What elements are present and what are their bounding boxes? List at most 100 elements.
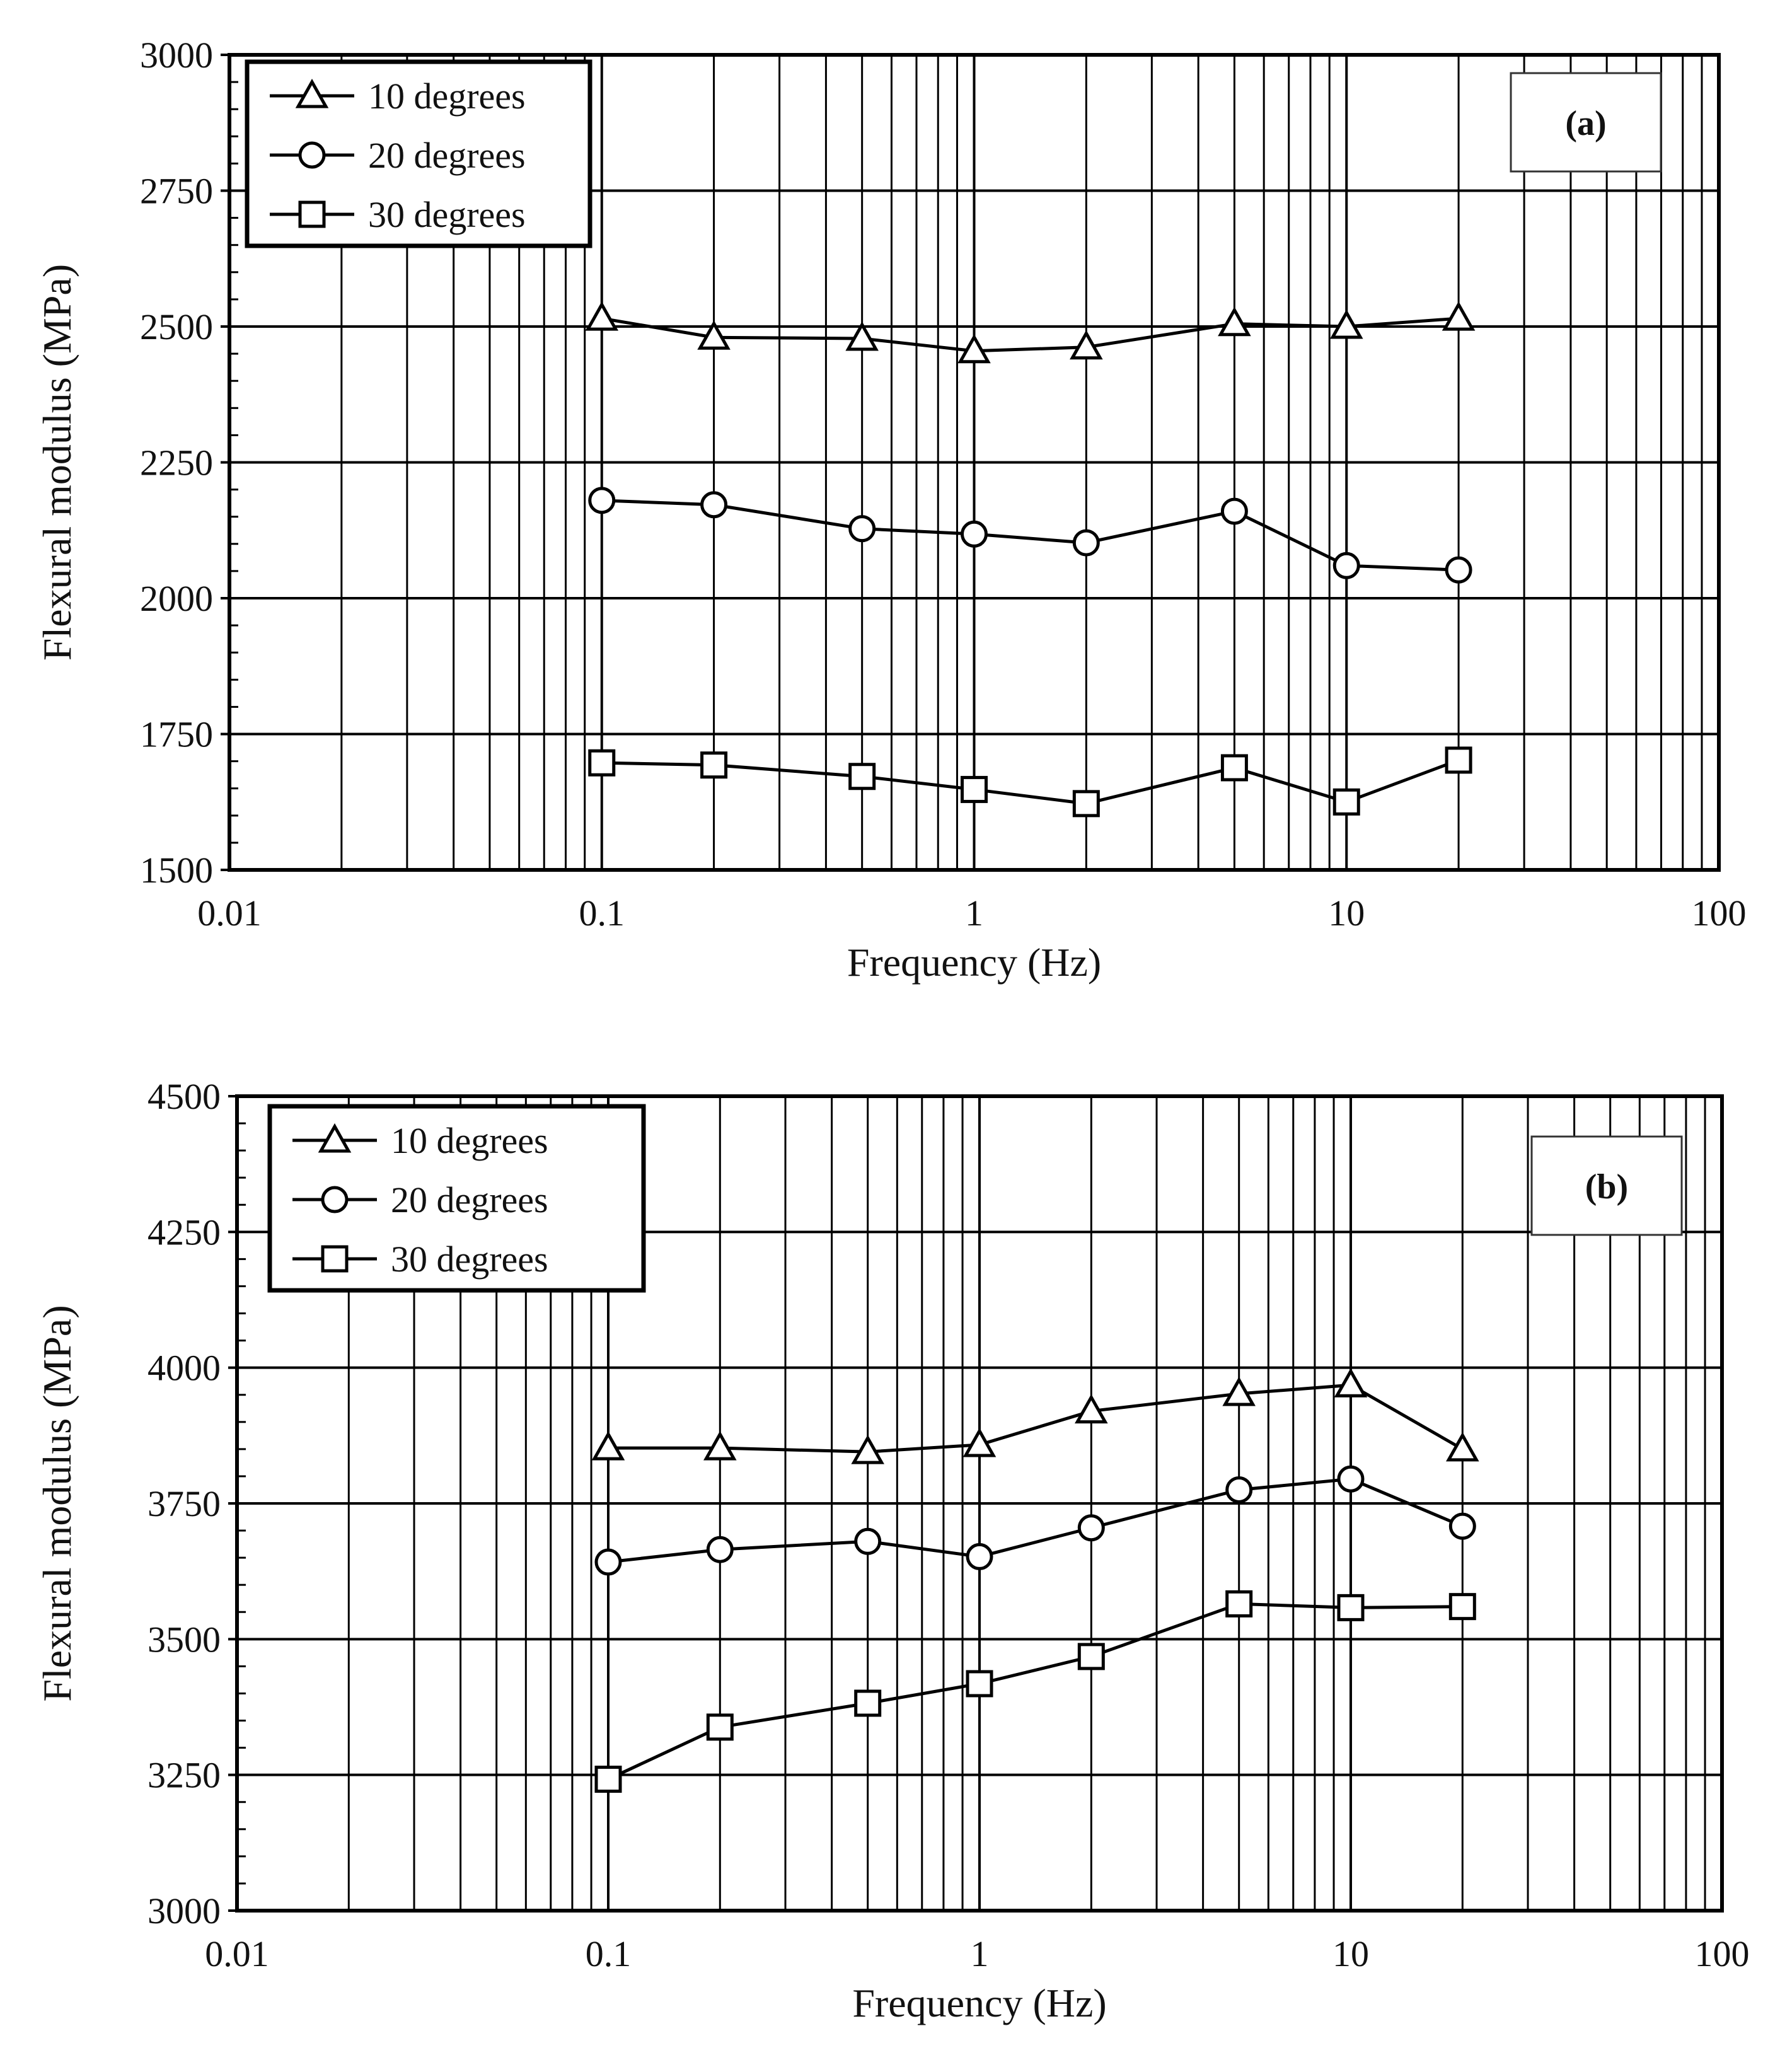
y-axis-title: Flexural modulus (MPa) xyxy=(35,1305,79,1701)
panel-label-box xyxy=(1530,1135,1683,1236)
series-line xyxy=(608,1477,1464,1564)
legend-label: 20 degrees xyxy=(368,135,526,176)
legend-marker-circle xyxy=(321,1186,349,1213)
data-point-square xyxy=(961,775,988,803)
legend-label: 20 degrees xyxy=(391,1179,548,1220)
legend-marker-triangle xyxy=(295,78,329,108)
data-point-triangle xyxy=(703,1431,737,1461)
legend: 10 degrees 20 degrees 30 degrees xyxy=(267,1104,646,1293)
legend-label: 10 degrees xyxy=(368,76,526,117)
data-point-square xyxy=(706,1713,734,1741)
y-tick-label: 4000 xyxy=(147,1348,221,1389)
y-tick-label: 2750 xyxy=(140,171,213,212)
data-point-circle xyxy=(961,520,988,548)
legend-label: 30 degrees xyxy=(391,1239,548,1280)
y-tick-label: 3250 xyxy=(147,1755,221,1796)
y-tick-label: 2000 xyxy=(140,578,213,619)
data-point-square xyxy=(966,1670,993,1698)
x-tick-label: 10 xyxy=(1332,1933,1369,1974)
data-point-circle xyxy=(848,515,876,543)
legend-label: 10 degrees xyxy=(391,1120,548,1161)
x-axis-title: Frequency (Hz) xyxy=(852,1981,1106,2025)
series-square xyxy=(594,1590,1476,1793)
data-point-square xyxy=(1077,1643,1105,1670)
y-tick-label: 3750 xyxy=(147,1483,221,1524)
data-point-circle xyxy=(1337,1465,1365,1493)
data-point-triangle xyxy=(1329,309,1363,339)
data-point-circle xyxy=(854,1527,882,1555)
y-tick-label: 4250 xyxy=(147,1212,221,1253)
data-point-triangle xyxy=(1222,1376,1256,1406)
legend-marker-triangle xyxy=(318,1123,352,1153)
series-triangle xyxy=(585,301,1476,364)
data-point-circle xyxy=(1445,556,1472,584)
legend-label: 30 degrees xyxy=(368,194,526,235)
x-tick-label: 0.01 xyxy=(197,893,262,934)
data-point-triangle xyxy=(1070,330,1103,360)
data-point-square xyxy=(1448,1593,1476,1621)
data-point-circle xyxy=(594,1548,622,1576)
series-line xyxy=(601,316,1459,353)
panel-label: (b) xyxy=(1585,1167,1628,1207)
legend: 10 degrees 20 degrees 30 degrees xyxy=(245,59,592,248)
x-tick-label: 0.1 xyxy=(586,1933,632,1974)
data-point-triangle xyxy=(1442,301,1476,331)
data-point-triangle xyxy=(1218,306,1251,337)
x-tick-label: 1 xyxy=(971,1933,989,1974)
data-point-circle xyxy=(966,1542,993,1570)
x-axis-title: Frequency (Hz) xyxy=(847,940,1101,985)
data-point-circle xyxy=(1225,1476,1253,1503)
data-point-square xyxy=(848,763,876,790)
legend-marker-circle xyxy=(298,141,326,169)
panel-label: (a) xyxy=(1565,104,1606,143)
data-point-square xyxy=(588,749,616,777)
series-line xyxy=(601,499,1459,572)
series-line xyxy=(608,1383,1464,1454)
data-point-triangle xyxy=(1446,1432,1479,1462)
data-point-triangle xyxy=(1334,1368,1368,1398)
data-point-square xyxy=(594,1766,622,1793)
data-point-triangle xyxy=(1075,1394,1108,1424)
series-line xyxy=(607,1602,1463,1781)
series-square xyxy=(588,746,1472,818)
data-point-square xyxy=(1445,746,1472,774)
panel-label-box xyxy=(1510,72,1662,173)
x-tick-label: 0.1 xyxy=(579,893,625,934)
data-point-square xyxy=(854,1689,882,1717)
data-point-circle xyxy=(1332,552,1360,579)
y-tick-label: 1750 xyxy=(140,714,213,755)
data-point-square xyxy=(1337,1594,1365,1621)
data-point-triangle xyxy=(845,321,879,351)
x-tick-label: 10 xyxy=(1328,893,1365,934)
y-tick-label: 4500 xyxy=(147,1076,221,1117)
y-grid xyxy=(237,1230,1722,1776)
y-tick-label: 1500 xyxy=(140,850,213,891)
data-point-circle xyxy=(1220,497,1248,525)
data-point-circle xyxy=(700,491,728,519)
data-point-circle xyxy=(588,487,616,514)
series-circle xyxy=(588,487,1472,584)
data-point-triangle xyxy=(591,1431,625,1461)
x-tick-label: 0.01 xyxy=(205,1933,269,1974)
chart-panel-a: 1500 1750 2000 2250 2500 2750 3000 0.01 0.1 1 10 10… xyxy=(35,35,1747,985)
data-point-circle xyxy=(1072,529,1100,557)
data-point-square xyxy=(1225,1590,1253,1618)
series-line xyxy=(601,758,1459,806)
y-axis-title: Flexural modulus (MPa) xyxy=(35,264,79,661)
chart-panel-b: 3000 3250 3500 3750 4000 4250 4500 0.01 0.1 1 10 10… xyxy=(35,1076,1750,2025)
data-point-triangle xyxy=(851,1435,884,1464)
x-tick-label: 100 xyxy=(1695,1933,1750,1974)
data-point-triangle xyxy=(962,1427,997,1457)
data-point-square xyxy=(1072,790,1100,818)
data-point-triangle xyxy=(957,333,991,364)
y-tick-label: 3000 xyxy=(140,35,213,76)
legend-marker-square xyxy=(321,1245,349,1273)
y-tick-label: 3000 xyxy=(147,1890,221,1931)
legend-marker-square xyxy=(298,200,326,228)
y-tick-label: 2500 xyxy=(140,306,213,347)
data-point-triangle xyxy=(697,320,731,350)
data-point-square xyxy=(1332,788,1360,816)
data-point-circle xyxy=(1077,1514,1105,1542)
y-tick-label: 3500 xyxy=(147,1619,221,1660)
data-point-circle xyxy=(1448,1512,1476,1540)
